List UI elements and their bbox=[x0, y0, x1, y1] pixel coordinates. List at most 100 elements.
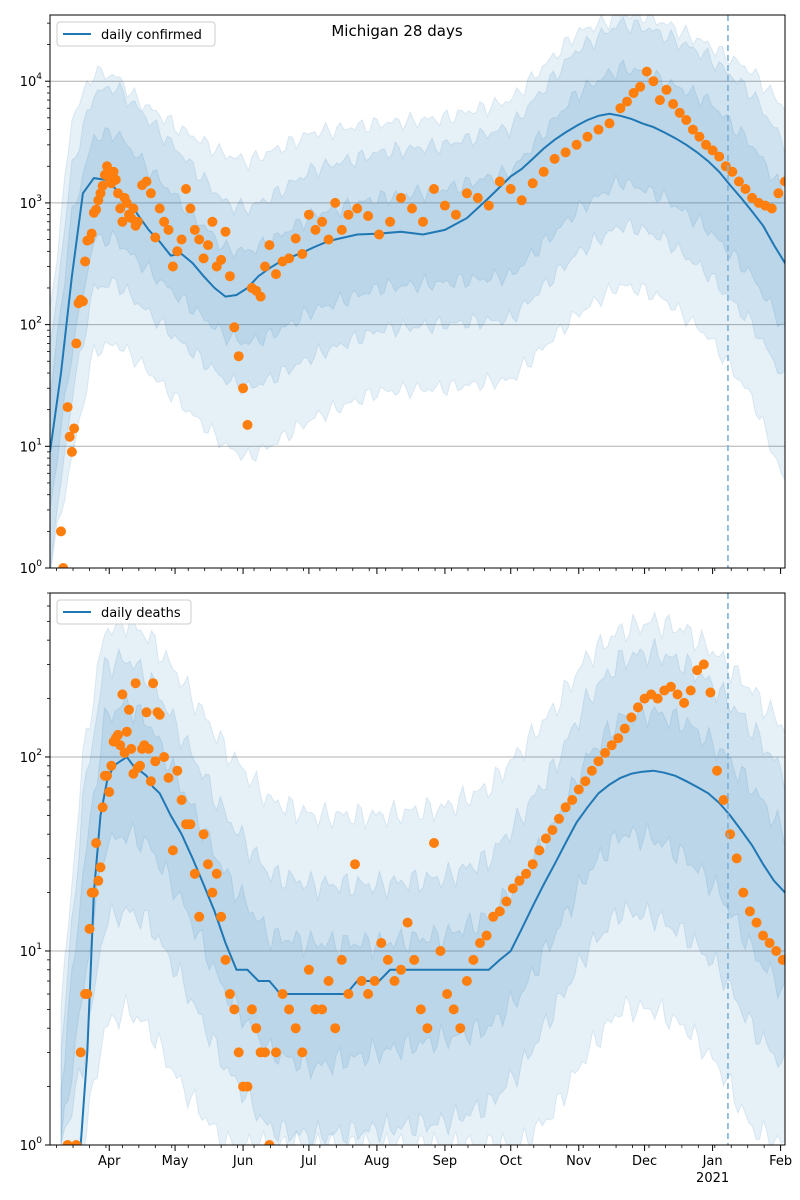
data-point bbox=[264, 240, 275, 251]
data-point bbox=[648, 76, 659, 87]
data-point bbox=[626, 712, 637, 723]
data-point bbox=[163, 224, 174, 235]
data-point bbox=[229, 322, 240, 333]
legend-label: daily deaths bbox=[101, 606, 181, 621]
data-point bbox=[600, 747, 611, 758]
uncertainty-band bbox=[50, 16, 785, 568]
data-point bbox=[382, 954, 393, 965]
data-point bbox=[714, 151, 725, 162]
data-point bbox=[71, 338, 82, 349]
data-point bbox=[343, 989, 354, 999]
data-point bbox=[145, 188, 156, 199]
data-point bbox=[130, 678, 141, 689]
data-point bbox=[635, 81, 646, 92]
data-point bbox=[593, 124, 604, 135]
data-point bbox=[330, 1023, 341, 1034]
data-point bbox=[88, 887, 99, 898]
data-point bbox=[117, 216, 128, 227]
data-point bbox=[185, 819, 196, 830]
y-tick-label: 102 bbox=[20, 316, 42, 334]
data-point bbox=[82, 989, 93, 999]
data-point bbox=[110, 174, 121, 185]
data-point bbox=[527, 178, 538, 189]
data-point bbox=[97, 180, 108, 191]
data-point bbox=[150, 756, 161, 767]
axes-frame bbox=[49, 14, 786, 569]
y-tick-label: 102 bbox=[20, 748, 42, 766]
data-point bbox=[472, 192, 483, 203]
data-point bbox=[284, 1004, 295, 1015]
data-point bbox=[303, 209, 314, 220]
data-point bbox=[224, 271, 235, 282]
x-tick-label: Dec bbox=[632, 1154, 657, 1169]
data-point bbox=[189, 868, 200, 879]
x-tick-label: Apr bbox=[98, 1154, 121, 1169]
data-point bbox=[534, 845, 545, 856]
data-point bbox=[102, 161, 112, 172]
data-point bbox=[260, 261, 270, 272]
data-point bbox=[260, 1047, 270, 1058]
y-tick-label: 100 bbox=[20, 1136, 43, 1154]
data-point bbox=[439, 200, 450, 211]
data-point bbox=[181, 184, 191, 194]
data-point bbox=[694, 131, 705, 142]
data-point bbox=[396, 964, 406, 975]
data-point bbox=[679, 697, 690, 708]
data-point bbox=[494, 906, 505, 917]
data-point bbox=[681, 115, 692, 125]
data-point bbox=[450, 209, 461, 220]
data-point bbox=[242, 419, 253, 430]
data-point bbox=[77, 296, 88, 307]
data-point bbox=[102, 770, 112, 781]
data-point bbox=[128, 203, 139, 214]
uncertainty-band bbox=[60, 692, 785, 1143]
data-point bbox=[207, 887, 218, 898]
data-point bbox=[91, 204, 102, 215]
data-point bbox=[402, 917, 413, 928]
data-point bbox=[145, 776, 156, 787]
data-point bbox=[317, 1004, 328, 1015]
x-tick-label: Jul bbox=[300, 1154, 317, 1169]
data-point bbox=[615, 103, 626, 114]
data-point bbox=[185, 203, 196, 214]
data-point bbox=[64, 431, 75, 442]
data-point bbox=[652, 693, 663, 704]
x-tick-label: Sep bbox=[433, 1154, 458, 1169]
data-point bbox=[429, 184, 439, 194]
data-point bbox=[220, 954, 231, 965]
figure-title: Michigan 28 days bbox=[331, 22, 462, 40]
data-point bbox=[303, 964, 314, 975]
data-point bbox=[62, 402, 73, 413]
data-point bbox=[148, 678, 159, 689]
plot-area bbox=[50, 15, 785, 568]
data-point bbox=[363, 211, 374, 221]
data-point bbox=[580, 776, 591, 787]
data-point bbox=[189, 224, 200, 235]
data-point bbox=[115, 740, 126, 751]
data-point bbox=[540, 833, 551, 844]
data-point bbox=[604, 118, 615, 129]
data-point bbox=[766, 203, 777, 214]
data-point bbox=[415, 1004, 426, 1015]
data-point bbox=[731, 853, 742, 864]
data-point bbox=[481, 930, 492, 941]
data-point bbox=[422, 1023, 433, 1034]
legend-box bbox=[56, 599, 192, 625]
data-point bbox=[80, 256, 91, 267]
data-point bbox=[758, 930, 769, 941]
data-point bbox=[194, 911, 205, 922]
x-tick-label: Nov bbox=[566, 1154, 592, 1169]
data-point bbox=[297, 1047, 308, 1058]
data-point bbox=[701, 139, 711, 150]
data-point bbox=[104, 787, 115, 797]
uncertainty-band bbox=[60, 610, 785, 1145]
data-point bbox=[233, 351, 244, 362]
data-point bbox=[396, 192, 406, 203]
data-point bbox=[560, 147, 571, 158]
data-point bbox=[654, 95, 665, 106]
data-point bbox=[95, 862, 106, 873]
data-point bbox=[554, 813, 564, 824]
plot-area bbox=[60, 610, 785, 1145]
data-point bbox=[538, 166, 549, 177]
data-point bbox=[777, 954, 785, 965]
